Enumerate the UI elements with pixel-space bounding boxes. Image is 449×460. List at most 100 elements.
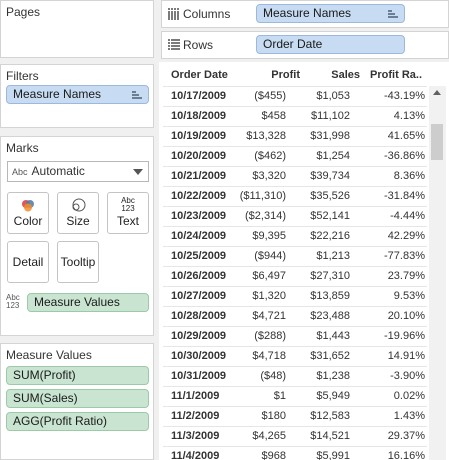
table-row[interactable]: 10/28/2009 $4,721 $23,488 20.10%	[159, 307, 427, 327]
mark-type-dropdown[interactable]: Abc Automatic	[7, 161, 149, 182]
text-abc-123-icon: Abc 123	[121, 196, 135, 213]
row-divider	[163, 226, 427, 227]
cell-order-date: 10/24/2009	[171, 230, 227, 242]
marks-title: Marks	[6, 141, 39, 155]
table-row[interactable]: 10/21/2009 $3,320 $39,734 8.36%	[159, 167, 427, 187]
measure-pill-sum-sales[interactable]: SUM(Sales)	[6, 389, 149, 408]
cell-profit: $9,395	[252, 230, 286, 242]
cell-order-date: 10/22/2009	[171, 190, 227, 202]
cell-profit: $3,320	[252, 170, 286, 182]
row-divider	[163, 186, 427, 187]
rows-shelf[interactable]: Rows Order Date	[161, 31, 449, 59]
row-divider	[163, 326, 427, 327]
header-order-date[interactable]: Order Date	[171, 69, 228, 81]
size-label: Size	[66, 214, 90, 228]
cell-sales: $5,949	[316, 390, 350, 402]
cell-profit-ratio: -77.83%	[384, 250, 425, 262]
table-row[interactable]: 10/25/2009 ($944) $1,213 -77.83%	[159, 247, 427, 267]
table-row[interactable]: 10/31/2009 ($48) $1,238 -3.90%	[159, 367, 427, 387]
row-divider	[163, 366, 427, 367]
row-divider	[163, 406, 427, 407]
cell-sales: $35,526	[310, 190, 350, 202]
table-row[interactable]: 10/30/2009 $4,718 $31,652 14.91%	[159, 347, 427, 367]
cell-profit-ratio: 29.37%	[387, 430, 425, 442]
measure-pill-sum-profit[interactable]: SUM(Profit)	[6, 366, 149, 385]
table-row[interactable]: 10/18/2009 $458 $11,102 4.13%	[159, 107, 427, 127]
table-row[interactable]: 11/3/2009 $4,265 $14,521 29.37%	[159, 427, 427, 447]
header-sales[interactable]: Sales	[331, 69, 360, 81]
table-row[interactable]: 10/17/2009 ($455) $1,053 -43.19%	[159, 87, 427, 107]
pages-card[interactable]: Pages	[0, 0, 154, 58]
marks-card[interactable]: Marks Abc Automatic Color Size Abc 123 Te…	[0, 136, 154, 336]
table-row[interactable]: 10/20/2009 ($462) $1,254 -36.86%	[159, 147, 427, 167]
cell-order-date: 10/29/2009	[171, 330, 227, 342]
table-row[interactable]: 10/24/2009 $9,395 $22,216 42.29%	[159, 227, 427, 247]
header-divider	[163, 86, 427, 87]
columns-pill-measure-names[interactable]: Measure Names	[256, 4, 405, 23]
cell-sales: $23,488	[310, 310, 350, 322]
cell-profit: ($944)	[254, 250, 286, 262]
marks-pill-measure-values[interactable]: Measure Values	[27, 293, 149, 312]
cell-profit-ratio: 8.36%	[393, 170, 425, 182]
row-divider	[163, 426, 427, 427]
rows-pill-order-date[interactable]: Order Date	[256, 35, 405, 54]
cell-sales: $1,254	[316, 150, 350, 162]
cell-profit: $4,265	[252, 430, 286, 442]
cell-sales: $12,583	[310, 410, 350, 422]
text-button[interactable]: Abc 123 Text	[107, 192, 149, 234]
cell-sales: $39,734	[310, 170, 350, 182]
abc-123-icon: Abc 123	[6, 293, 20, 310]
table-row[interactable]: 10/22/2009 ($11,310) $35,526 -31.84%	[159, 187, 427, 207]
table-row[interactable]: 11/1/2009 $1 $5,949 0.02%	[159, 387, 427, 407]
measure-values-title: Measure Values	[6, 348, 92, 362]
measure-pill-label: AGG(Profit Ratio)	[13, 414, 108, 428]
columns-shelf[interactable]: Columns Measure Names	[161, 0, 449, 28]
cell-profit-ratio: 42.29%	[387, 230, 425, 242]
size-button[interactable]: Size	[57, 192, 99, 234]
vertical-scrollbar[interactable]	[429, 86, 446, 460]
row-divider	[163, 166, 427, 167]
detail-button[interactable]: Detail	[7, 241, 49, 283]
scroll-up-arrow-icon[interactable]	[433, 90, 441, 95]
measure-pill-agg-profit-ratio[interactable]: AGG(Profit Ratio)	[6, 412, 149, 431]
header-profit[interactable]: Profit	[271, 69, 300, 81]
mark-type-value: Automatic	[31, 164, 85, 178]
cell-profit: ($11,310)	[239, 190, 286, 202]
measure-values-card[interactable]: Measure Values SUM(Profit) SUM(Sales) AG…	[0, 343, 154, 460]
table-row[interactable]: 10/26/2009 $6,497 $27,310 23.79%	[159, 267, 427, 287]
cell-profit: $458	[261, 110, 286, 122]
row-divider	[163, 386, 427, 387]
cell-profit: $1	[273, 390, 286, 402]
cell-profit-ratio: 0.02%	[393, 390, 425, 402]
scroll-thumb[interactable]	[431, 124, 443, 160]
cell-profit: $4,718	[252, 350, 286, 362]
detail-label: Detail	[12, 255, 44, 269]
cell-order-date: 10/27/2009	[171, 290, 227, 302]
cell-order-date: 10/31/2009	[171, 370, 227, 382]
cell-order-date: 11/1/2009	[171, 390, 220, 402]
chevron-down-icon	[133, 169, 143, 175]
filter-pill-label: Measure Names	[13, 87, 102, 101]
cell-profit: $13,328	[246, 130, 286, 142]
text-label: Text	[116, 214, 139, 228]
cell-profit: $4,721	[252, 310, 286, 322]
row-divider	[163, 266, 427, 267]
header-profit-ratio[interactable]: Profit Ra..	[370, 69, 422, 81]
table-row[interactable]: 10/23/2009 ($2,314) $52,141 -4.44%	[159, 207, 427, 227]
tooltip-button[interactable]: Tooltip	[57, 241, 99, 283]
table-row[interactable]: 10/27/2009 $1,320 $13,859 9.53%	[159, 287, 427, 307]
cell-profit-ratio: 9.53%	[393, 290, 425, 302]
crosstab-view[interactable]: Order Date Profit Sales Profit Ra.. 10/1…	[159, 62, 449, 460]
cell-sales: $27,310	[310, 270, 350, 282]
filter-pill-measure-names[interactable]: Measure Names	[6, 85, 149, 104]
color-button[interactable]: Color	[7, 192, 49, 234]
filters-card[interactable]: Filters Measure Names	[0, 64, 154, 128]
cell-order-date: 11/2/2009	[171, 410, 220, 422]
table-row[interactable]: 10/29/2009 ($288) $1,443 -19.96%	[159, 327, 427, 347]
table-row[interactable]: 10/19/2009 $13,328 $31,998 41.65%	[159, 127, 427, 147]
table-row[interactable]: 11/2/2009 $180 $12,583 1.43%	[159, 407, 427, 427]
cell-profit-ratio: 1.43%	[393, 410, 425, 422]
cell-sales: $1,238	[316, 370, 350, 382]
cell-profit-ratio: -3.90%	[390, 370, 425, 382]
table-row[interactable]: 11/4/2009 $968 $5,991 16.16%	[159, 447, 427, 460]
